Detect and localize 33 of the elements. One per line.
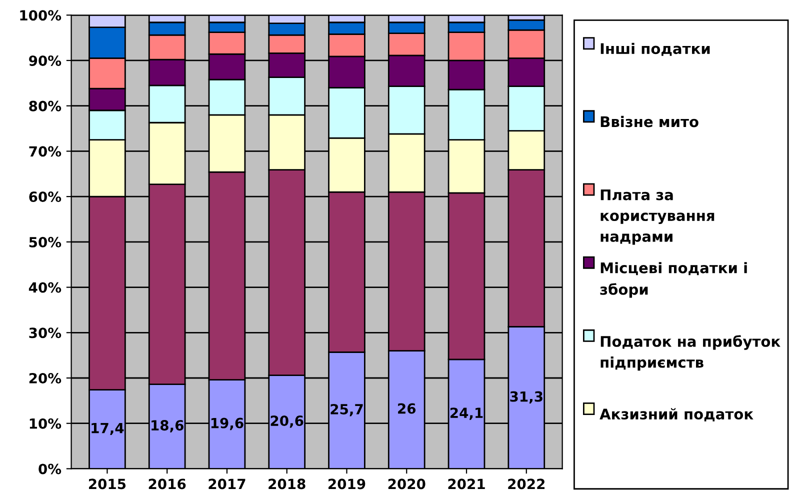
y-tick-label: 50%	[29, 236, 62, 248]
data-label: 26	[398, 403, 416, 414]
data-label: 20,6	[270, 416, 304, 428]
data-label: 17,4	[92, 422, 124, 436]
data-label: 31,3	[510, 391, 542, 404]
legend-label: Акзизний податок	[600, 408, 754, 422]
legend-label: Інші податки	[600, 42, 710, 56]
data-label: 25,7	[330, 404, 363, 416]
y-tick-label: 90%	[29, 55, 62, 66]
data-label: 24,1	[450, 408, 483, 420]
y-tick-label: 40%	[28, 282, 62, 293]
x-tick-label: 2020	[388, 478, 426, 490]
y-tick-label: 100%	[20, 10, 62, 21]
legend-label: Податок на прибуток підприємств	[600, 335, 780, 371]
x-tick-label: 2017	[208, 478, 246, 490]
y-tick-label: 10%	[30, 418, 62, 429]
y-tick-label: 0%	[38, 464, 62, 474]
data-label: 18,6	[152, 420, 184, 432]
x-tick-label: 2015	[88, 478, 126, 490]
y-tick-label: 20%	[29, 372, 62, 384]
legend-label: Ввізне мито	[600, 116, 698, 128]
x-tick-label: 2021	[448, 478, 485, 490]
x-tick-label: 2022	[508, 478, 545, 490]
y-tick-label: 30%	[29, 328, 62, 338]
x-tick-label: 2018	[268, 478, 306, 490]
y-tick-label: 70%	[29, 146, 62, 157]
y-tick-label: 60%	[29, 192, 62, 202]
x-tick-label: 2016	[148, 478, 186, 490]
data-label: 19,6	[211, 418, 244, 430]
legend-label: Місцеві податки і збори	[600, 262, 747, 298]
y-tick-label: 80%	[29, 100, 62, 112]
x-tick-label: 2019	[328, 478, 366, 490]
legend-label: Плата за користування надрами	[600, 189, 714, 245]
